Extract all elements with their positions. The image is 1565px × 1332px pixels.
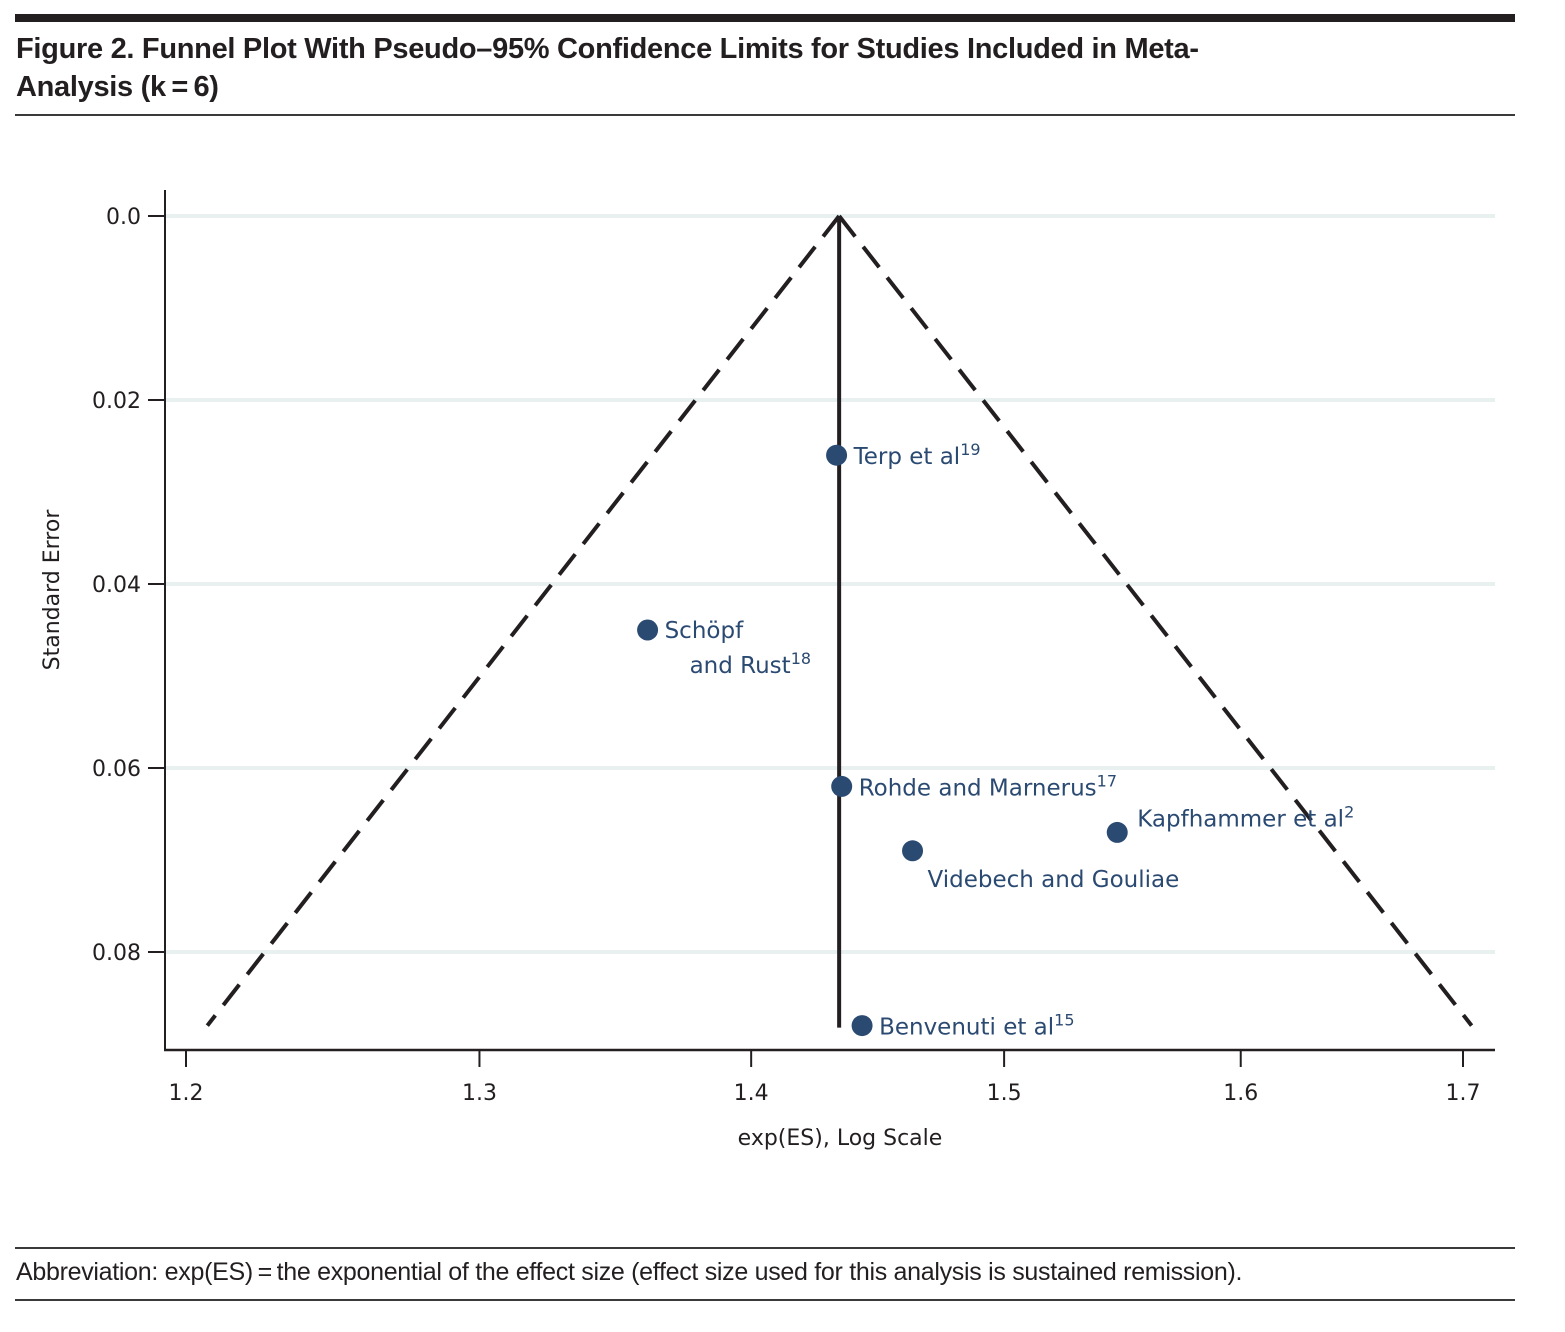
footnote-bottom-rule bbox=[15, 1299, 1515, 1301]
x-tick-label: 1.6 bbox=[1223, 1081, 1258, 1106]
x-tick-label: 1.4 bbox=[734, 1081, 769, 1106]
y-tick-label: 0.0 bbox=[106, 205, 141, 230]
x-tick-label: 1.2 bbox=[169, 1081, 204, 1106]
study-point bbox=[637, 619, 659, 641]
top-rule bbox=[15, 14, 1515, 22]
study-point bbox=[851, 1015, 873, 1037]
y-tick-label: 0.04 bbox=[92, 573, 141, 598]
reference-superscript: 15 bbox=[1054, 1011, 1074, 1030]
study-point bbox=[902, 840, 924, 862]
reference-superscript: 2 bbox=[1344, 802, 1354, 821]
axes: 0.0 0.02 0.04 0.06 0.08 1.2 1.3 1.4 1.5 1.6 1.7 bbox=[92, 190, 1495, 1106]
study-points: Terp et al19 Schöpf and Rust18 Rohde and Ma… bbox=[637, 440, 1354, 1041]
figure-title-line-2: Analysis (k = 6) bbox=[16, 71, 219, 103]
upper-confidence-limit-line bbox=[837, 214, 1474, 1027]
footnote-top-rule bbox=[15, 1247, 1515, 1249]
study-point bbox=[826, 444, 848, 466]
title-underline-rule bbox=[15, 114, 1515, 116]
x-axis-title: exp(ES), Log Scale bbox=[738, 1126, 943, 1151]
reference-superscript: 17 bbox=[1097, 771, 1117, 790]
study-point bbox=[831, 775, 853, 797]
x-tick-label: 1.7 bbox=[1446, 1081, 1481, 1106]
x-tick-label: 1.3 bbox=[462, 1081, 497, 1106]
study-label: and Rust18 bbox=[690, 649, 811, 679]
gridlines bbox=[165, 214, 1495, 954]
study-label: Terp et al19 bbox=[853, 440, 981, 470]
x-tick-label: 1.5 bbox=[987, 1081, 1022, 1106]
study-label: Rohde and Marnerus17 bbox=[859, 771, 1117, 801]
funnel-limits bbox=[205, 214, 1474, 1028]
study-label: Kapfhammer et al2 bbox=[1137, 802, 1354, 832]
y-tick-label: 0.08 bbox=[92, 941, 141, 966]
study-label: Videbech and Gouliae bbox=[928, 867, 1180, 893]
lower-confidence-limit-line bbox=[205, 214, 841, 1027]
y-axis-title: Standard Error bbox=[40, 509, 65, 671]
figure-title: Figure 2. Funnel Plot With Pseudo–95% Co… bbox=[16, 30, 1516, 106]
study-label: Schöpf bbox=[665, 618, 744, 644]
y-tick-label: 0.02 bbox=[92, 389, 141, 414]
study-point bbox=[1106, 821, 1128, 843]
y-tick-label: 0.06 bbox=[92, 757, 141, 782]
footnote: Abbreviation: exp(ES) = the exponential … bbox=[16, 1258, 1243, 1286]
study-label: Benvenuti et al15 bbox=[879, 1011, 1074, 1041]
figure-title-line-1: Figure 2. Funnel Plot With Pseudo–95% Co… bbox=[16, 33, 1199, 65]
reference-superscript: 19 bbox=[960, 440, 980, 459]
reference-superscript: 18 bbox=[791, 649, 811, 668]
